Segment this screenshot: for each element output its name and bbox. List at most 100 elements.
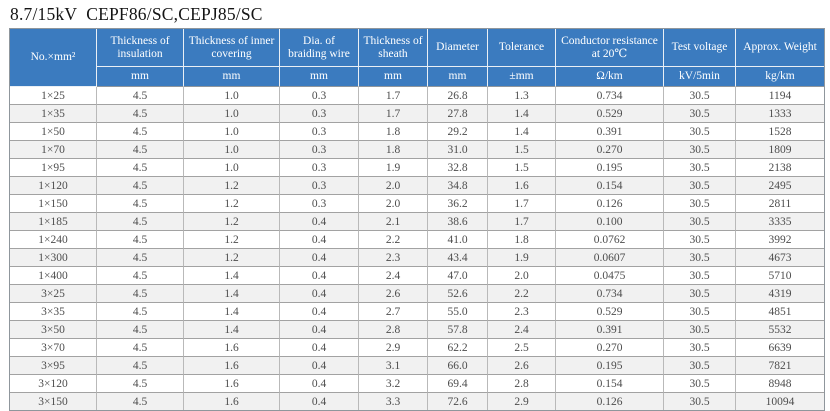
table-cell: 26.8 — [428, 87, 488, 105]
table-row: 1×25 4.5 1.0 0.3 1.7 26.8 1.3 0.734 30.5 1194 — [10, 87, 824, 105]
table-cell: 4.5 — [97, 213, 184, 231]
table-cell: 0.734 — [556, 285, 664, 303]
table-cell: 1.9 — [488, 249, 556, 267]
table-cell: 1×95 — [10, 159, 97, 177]
table-row: 1×35 4.5 1.0 0.3 1.7 27.8 1.4 0.529 30.5 1333 — [10, 105, 824, 123]
table-cell: 0.3 — [280, 159, 359, 177]
table-cell: 4.5 — [97, 177, 184, 195]
table-cell: 66.0 — [428, 357, 488, 375]
column-header-insulation-thickness: Thickness of insulation — [97, 29, 184, 67]
table-cell: 1.8 — [359, 141, 428, 159]
table-cell: 1×300 — [10, 249, 97, 267]
table-row: 1×95 4.5 1.0 0.3 1.9 32.8 1.5 0.195 30.5 2138 — [10, 159, 824, 177]
table-cell: 1.4 — [184, 267, 280, 285]
table-cell: 1.6 — [184, 375, 280, 393]
table-row: 3×120 4.5 1.6 0.4 3.2 69.4 2.8 0.154 30.5 8948 — [10, 375, 824, 393]
table-cell: 4.5 — [97, 357, 184, 375]
unit-tolerance: ±mm — [488, 67, 556, 87]
table-row: 3×35 4.5 1.4 0.4 2.7 55.0 2.3 0.529 30.5 4851 — [10, 303, 824, 321]
table-cell: 1.3 — [488, 87, 556, 105]
table-cell: 1×400 — [10, 267, 97, 285]
table-cell: 2.0 — [359, 195, 428, 213]
table-cell: 1×150 — [10, 195, 97, 213]
table-cell: 2.4 — [359, 267, 428, 285]
table-cell: 1.5 — [488, 141, 556, 159]
table-body: 1×25 4.5 1.0 0.3 1.7 26.8 1.3 0.734 30.5 1194 1×35… — [10, 87, 824, 410]
table-cell: 30.5 — [664, 339, 736, 357]
table-cell: 4.5 — [97, 321, 184, 339]
table-row: 1×70 4.5 1.0 0.3 1.8 31.0 1.5 0.270 30.5 1809 — [10, 141, 824, 159]
table-row: 1×150 4.5 1.2 0.3 2.0 36.2 1.7 0.126 30.5 2811 — [10, 195, 824, 213]
unit-diameter: mm — [428, 67, 488, 87]
table-cell: 2.8 — [359, 321, 428, 339]
table-cell: 0.4 — [280, 375, 359, 393]
table-cell: 2811 — [736, 195, 824, 213]
table-cell: 8948 — [736, 375, 824, 393]
table-cell: 0.0475 — [556, 267, 664, 285]
table-cell: 3335 — [736, 213, 824, 231]
table-cell: 0.0607 — [556, 249, 664, 267]
table-cell: 1.7 — [359, 87, 428, 105]
table-cell: 30.5 — [664, 213, 736, 231]
table-cell: 1.0 — [184, 123, 280, 141]
table-cell: 6639 — [736, 339, 824, 357]
unit-approx-weight: kg/km — [736, 67, 824, 87]
table-cell: 30.5 — [664, 375, 736, 393]
table-cell: 1.2 — [184, 195, 280, 213]
title-voltage-class: 8.7/15kV — [10, 4, 78, 24]
table-cell: 1.8 — [359, 123, 428, 141]
table-cell: 2.7 — [359, 303, 428, 321]
table-cell: 0.3 — [280, 87, 359, 105]
table-cell: 0.126 — [556, 393, 664, 410]
table-cell: 1.0 — [184, 105, 280, 123]
table-cell: 1809 — [736, 141, 824, 159]
table-cell: 1×50 — [10, 123, 97, 141]
table-cell: 4.5 — [97, 231, 184, 249]
table-cell: 4.5 — [97, 285, 184, 303]
table-cell: 2.9 — [488, 393, 556, 410]
table-cell: 1.7 — [488, 213, 556, 231]
table-cell: 3×25 — [10, 285, 97, 303]
column-header-conductor-resistance: Conductor resistance at 20℃ — [556, 29, 664, 67]
table-cell: 2138 — [736, 159, 824, 177]
table-cell: 3.2 — [359, 375, 428, 393]
table-cell: 4.5 — [97, 123, 184, 141]
table-cell: 57.8 — [428, 321, 488, 339]
table-cell: 0.154 — [556, 375, 664, 393]
table-cell: 0.100 — [556, 213, 664, 231]
table-cell: 3.1 — [359, 357, 428, 375]
table-cell: 30.5 — [664, 285, 736, 303]
table-cell: 30.5 — [664, 177, 736, 195]
table-cell: 0.4 — [280, 357, 359, 375]
table-row: 1×50 4.5 1.0 0.3 1.8 29.2 1.4 0.391 30.5 1528 — [10, 123, 824, 141]
table-cell: 2495 — [736, 177, 824, 195]
table-cell: 2.5 — [488, 339, 556, 357]
table-cell: 1.2 — [184, 249, 280, 267]
table-cell: 3×35 — [10, 303, 97, 321]
table-cell: 1.2 — [184, 177, 280, 195]
table-cell: 30.5 — [664, 123, 736, 141]
table-cell: 3.3 — [359, 393, 428, 410]
table-cell: 4.5 — [97, 195, 184, 213]
table-row: 3×50 4.5 1.4 0.4 2.8 57.8 2.4 0.391 30.5 5532 — [10, 321, 824, 339]
table-cell: 4.5 — [97, 339, 184, 357]
table-cell: 2.4 — [488, 321, 556, 339]
table-cell: 1×35 — [10, 105, 97, 123]
table-cell: 0.529 — [556, 105, 664, 123]
table-cell: 1.0 — [184, 159, 280, 177]
table-cell: 4.5 — [97, 375, 184, 393]
unit-conductor-resistance: Ω/km — [556, 67, 664, 87]
table-cell: 1.6 — [488, 177, 556, 195]
table-cell: 0.4 — [280, 249, 359, 267]
table-cell: 4.5 — [97, 393, 184, 410]
table-cell: 3×120 — [10, 375, 97, 393]
column-header-sheath-thickness: Thickness of sheath — [359, 29, 428, 67]
table-cell: 0.4 — [280, 393, 359, 410]
table-cell: 55.0 — [428, 303, 488, 321]
table-cell: 30.5 — [664, 357, 736, 375]
table-cell: 29.2 — [428, 123, 488, 141]
table-cell: 62.2 — [428, 339, 488, 357]
table-cell: 30.5 — [664, 303, 736, 321]
table-cell: 1.4 — [184, 303, 280, 321]
